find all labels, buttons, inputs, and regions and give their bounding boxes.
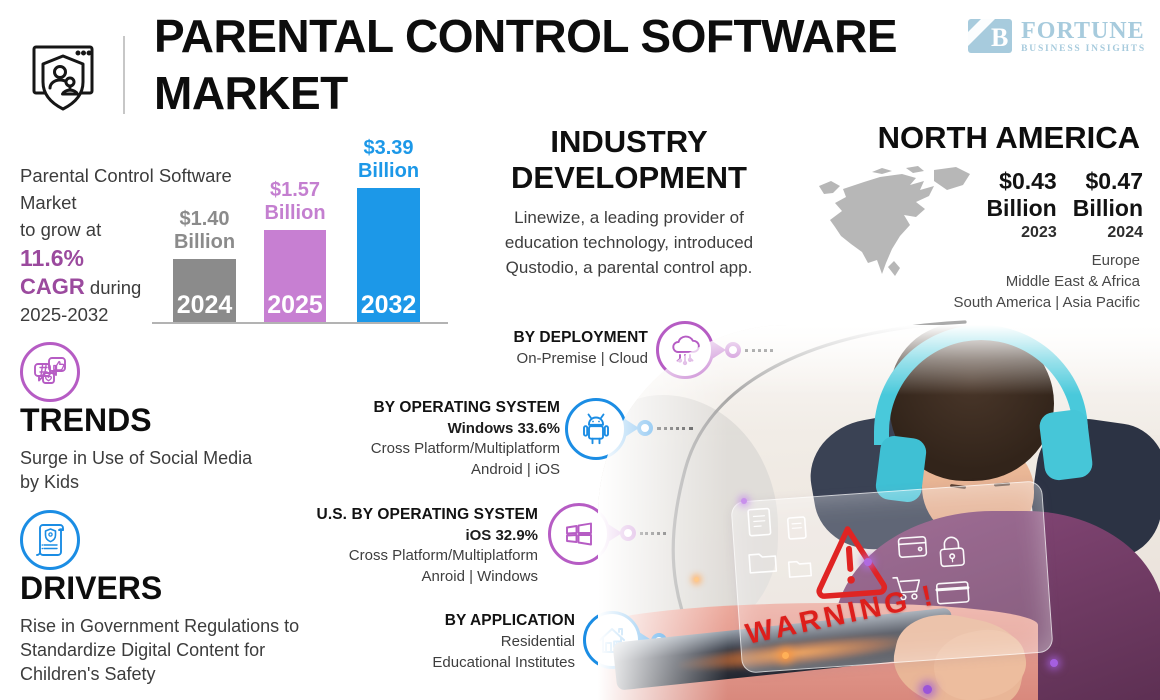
north-america-map	[819, 166, 970, 276]
page-title-line-1: PARENTAL CONTROL SOFTWARE	[154, 10, 898, 62]
region-sa-apac: South America | Asia Pacific	[953, 294, 1140, 311]
intro-text: Parental Control Software Market to grow…	[20, 162, 270, 328]
region-mea: Middle East & Africa	[1005, 273, 1140, 290]
brand-text: FORTUNE BUSINESS INSIGHTS	[1021, 19, 1146, 54]
file-icon	[747, 507, 772, 537]
lock-icon	[939, 536, 965, 568]
folder-icon	[748, 553, 778, 574]
segment-us-os-text: U.S. BY OPERATING SYSTEM iOS 32.9% Cross…	[308, 506, 538, 586]
stat-2023-value: $0.43 Billion	[986, 168, 1057, 221]
brand-logo: B FORTUNE BUSINESS INSIGHTS	[967, 18, 1146, 54]
industry-development-body: Linewize, a leading provider of educatio…	[504, 208, 754, 277]
drivers-body: Rise in Government Regulations to Standa…	[20, 616, 300, 684]
market-bar-chart: $1.40 Billion 2024 $1.57 Billion 2025 $3…	[152, 130, 452, 330]
sparkle-dot	[741, 498, 747, 504]
bar-2025-label: $1.57 Billion	[264, 179, 326, 224]
header-divider	[123, 36, 125, 114]
brand-subtitle: BUSINESS INSIGHTS	[1021, 43, 1146, 54]
drivers-title: DRIVERS	[20, 570, 163, 606]
segment-os-line-1: Cross Platform/Multiplatform	[370, 440, 560, 457]
segment-us-os-line-1: Cross Platform/Multiplatform	[348, 547, 538, 564]
sparkle-dot	[782, 652, 789, 659]
segment-application-line-1: Residential	[500, 633, 575, 650]
other-regions-list: Europe Middle East & Africa South Americ…	[880, 250, 1140, 313]
stat-2023: $0.43 Billion 2023	[986, 168, 1056, 242]
bar-2032-rect: 2032	[357, 188, 420, 322]
segment-os-title: BY OPERATING SYSTEM	[373, 399, 560, 416]
stat-2024: $0.47 Billion 2024	[1073, 168, 1143, 242]
trends-title: TRENDS	[20, 402, 152, 438]
file-icon-small	[786, 516, 807, 540]
stat-2024-value: $0.47 Billion	[1072, 168, 1143, 221]
segment-us-os-title: U.S. BY OPERATING SYSTEM	[316, 506, 538, 523]
bar-2032: $3.39 Billion 2032	[357, 137, 420, 322]
north-america-stats: $0.43 Billion 2023 $0.47 Billion 2024	[985, 168, 1143, 242]
cagr-rest: during	[84, 277, 142, 298]
trends-body: Surge in Use of Social Media by Kids	[20, 448, 253, 492]
region-europe: Europe	[1091, 252, 1140, 269]
fortune-monogram-icon: B	[968, 19, 1013, 53]
brand-name: FORTUNE	[1021, 17, 1145, 44]
intro-cagr-line: CAGR during	[20, 273, 270, 301]
sparkle-dot	[694, 577, 699, 582]
segment-os-line-2: Android | iOS	[471, 461, 560, 478]
bar-2024: $1.40 Billion 2024	[173, 208, 236, 322]
sparkle-dot	[923, 685, 932, 694]
bar-2032-year: 2032	[360, 291, 417, 319]
photo-fade-top	[598, 325, 1160, 395]
folder-icon-small	[787, 560, 813, 578]
segment-us-os-line-2: Anroid | Windows	[421, 568, 538, 585]
page-title-line-2: MARKET	[154, 67, 348, 119]
segment-os-text: BY OPERATING SYSTEM Windows 33.6% Cross …	[330, 399, 560, 479]
north-america-title: NORTH AMERICA	[877, 120, 1140, 155]
segment-os-lead: Windows 33.6%	[447, 420, 560, 437]
warning-triangle-icon	[816, 526, 888, 599]
intro-line-2: Market	[20, 192, 77, 213]
regulation-document-icon	[20, 510, 80, 570]
bar-2024-label: $1.40 Billion	[173, 208, 236, 253]
intro-line-1: Parental Control Software	[20, 165, 232, 186]
chart-baseline	[152, 322, 448, 324]
segment-application-text: BY APPLICATION Residential Educational I…	[375, 612, 575, 672]
cagr-label: CAGR	[20, 274, 85, 299]
industry-development-title: INDUSTRY DEVELOPMENT	[511, 124, 747, 195]
bar-2032-label: $3.39 Billion	[357, 137, 420, 182]
bar-2024-year: 2024	[176, 291, 233, 319]
wallet-icon	[897, 535, 928, 559]
bar-2024-rect: 2024	[173, 259, 236, 322]
intro-line-3: to grow at	[20, 219, 102, 240]
segment-application-title: BY APPLICATION	[444, 612, 575, 629]
warning-hologram-panel: WARNING !	[730, 480, 1054, 674]
parental-control-shield-icon	[32, 45, 94, 111]
stat-2024-year: 2024	[1107, 224, 1143, 241]
cagr-value: 11.6%	[20, 245, 84, 271]
stat-2023-year: 2023	[1021, 224, 1057, 241]
sparkle-dot	[1050, 659, 1058, 667]
segment-application-line-2: Educational Institutes	[432, 654, 575, 671]
bar-2025-rect: 2025	[264, 230, 326, 322]
page-title: PARENTAL CONTROL SOFTWARE MARKET	[154, 8, 1004, 122]
bar-2025: $1.57 Billion 2025	[264, 179, 326, 322]
svg-text:B: B	[991, 23, 1008, 52]
segment-us-os-lead: iOS 32.9%	[465, 527, 538, 544]
bar-2025-year: 2025	[267, 291, 323, 319]
intro-period: 2025-2032	[20, 304, 109, 325]
social-media-icon	[20, 342, 80, 402]
sparkle-dot	[864, 558, 872, 566]
industry-development-section: INDUSTRY DEVELOPMENT Linewize, a leading…	[468, 124, 790, 280]
